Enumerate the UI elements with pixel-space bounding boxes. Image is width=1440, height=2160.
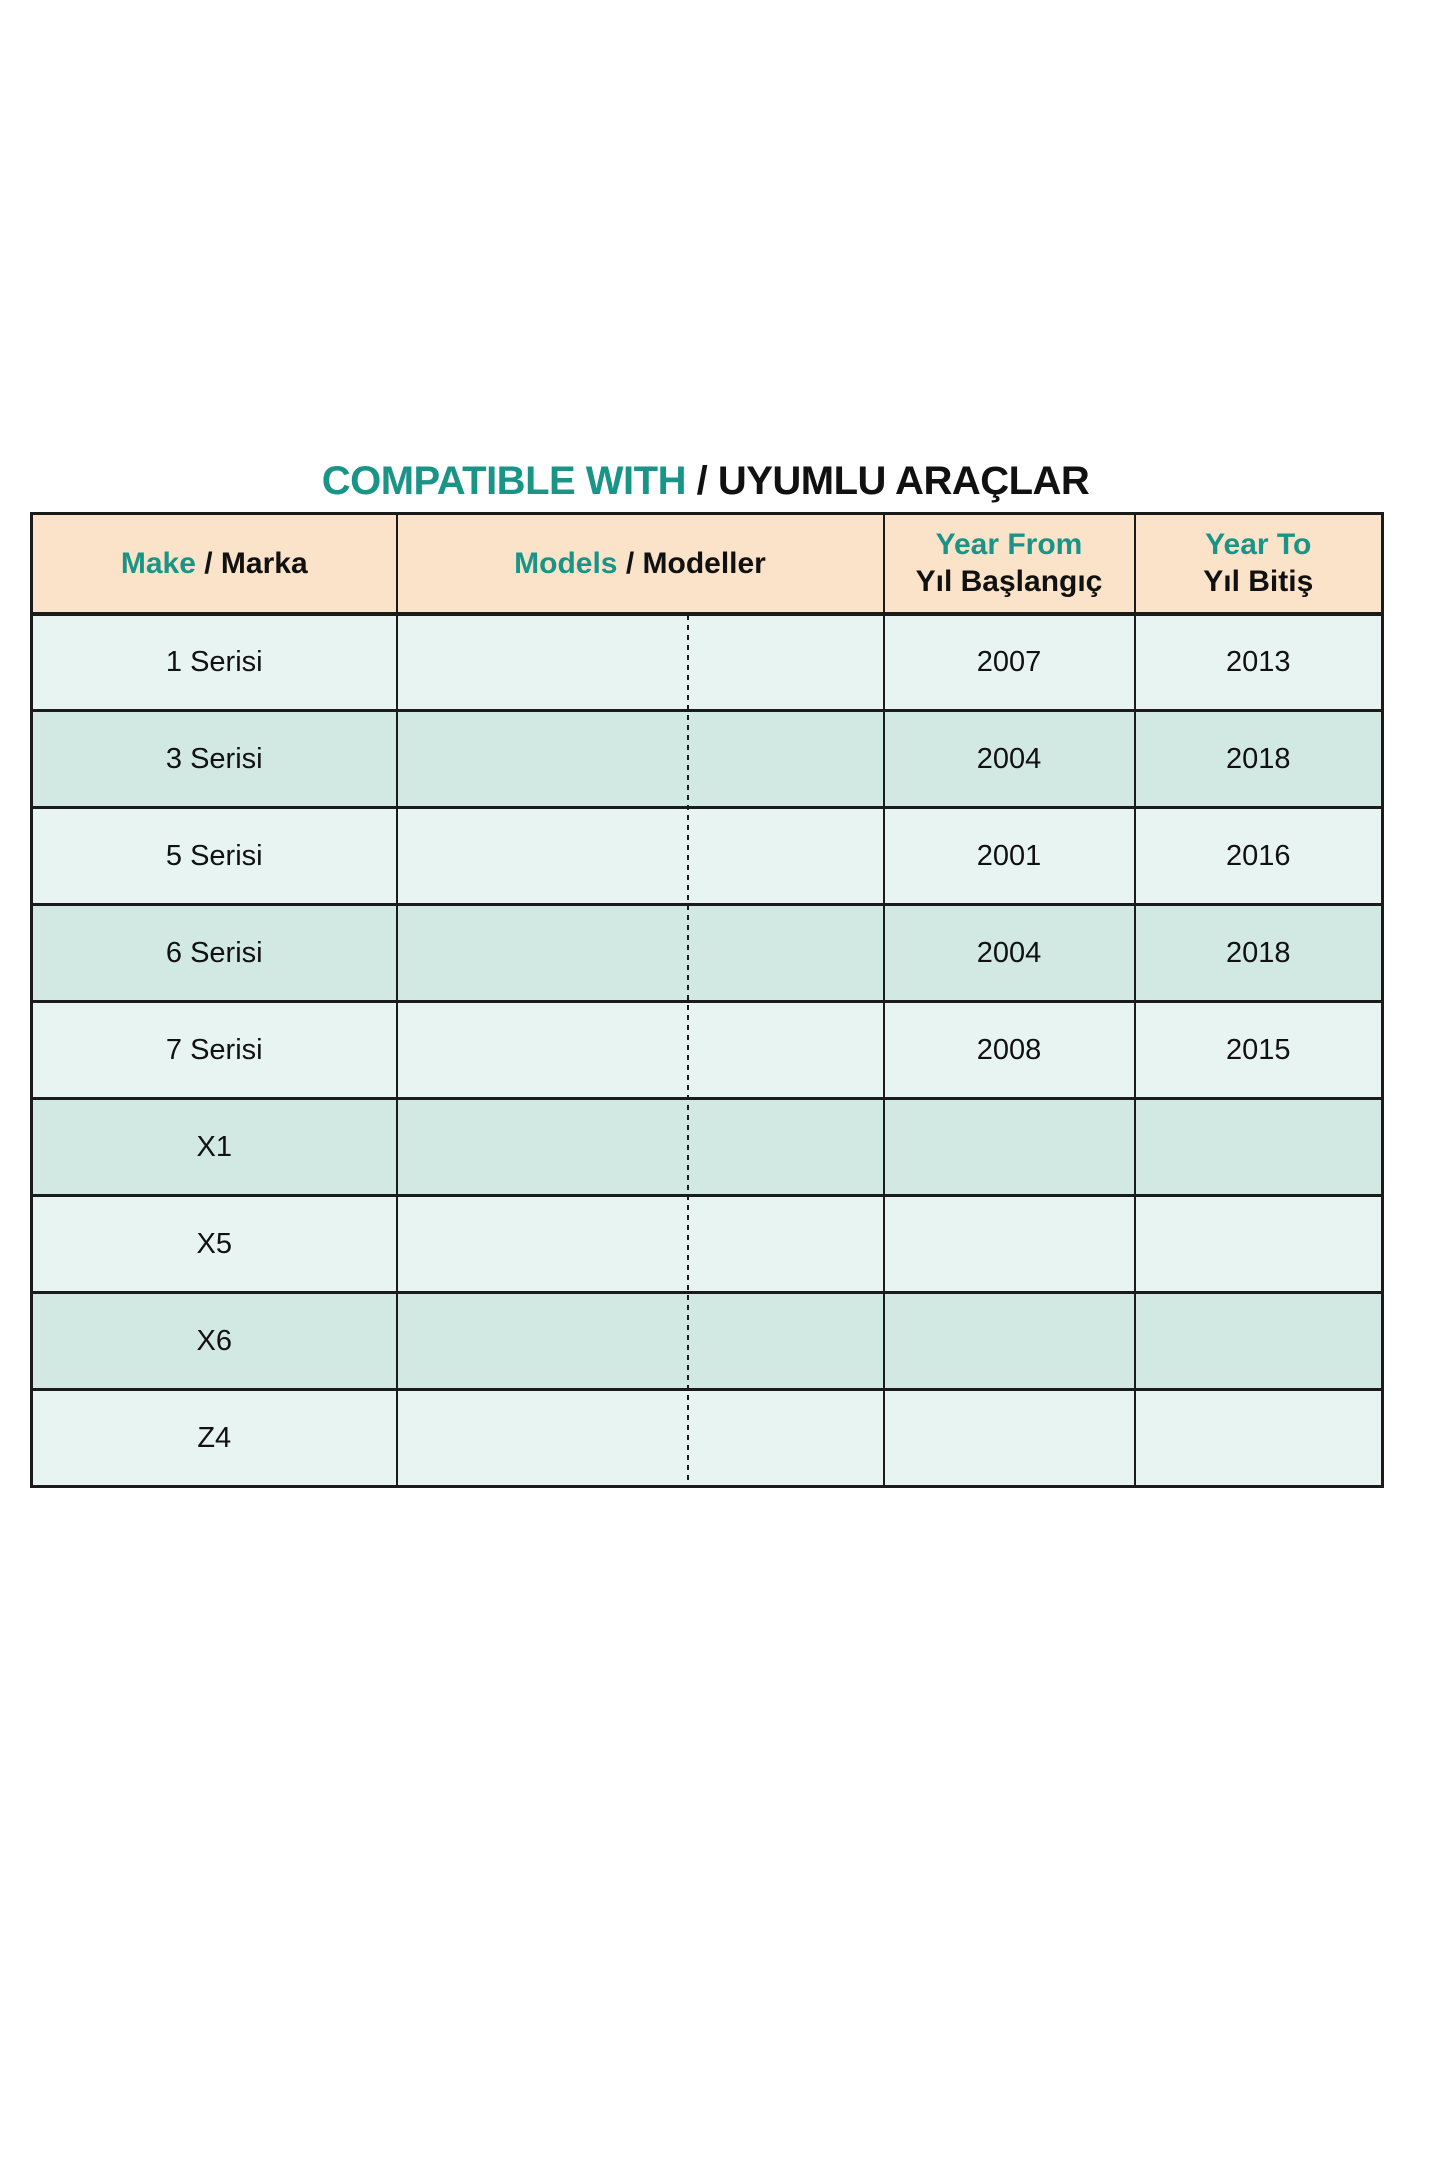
make-cell: X1 [30,1097,398,1197]
table-row: 1 Serisi 2007 2013 [30,612,1384,712]
make-cell: X6 [30,1291,398,1391]
year-from-cell [882,1388,1136,1488]
col-header-make-english: Make [120,546,196,580]
year-from-cell: 2004 [882,709,1136,809]
table-row: X5 [30,1194,1384,1294]
make-cell: 1 Serisi [30,612,398,712]
col-header-models-turkish: Modeller [642,546,766,580]
table-row: X1 [30,1097,1384,1197]
year-to-cell: 2013 [1133,612,1384,712]
col-header-models: Models / Modeller [395,512,885,616]
compatibility-table: Make / Marka Models / Modeller Year From… [30,512,1384,1488]
year-from-cell: 2008 [882,1000,1136,1100]
models-cell [395,1291,885,1391]
models-cell [395,1388,885,1488]
year-to-cell: 2016 [1133,806,1384,906]
year-to-cell [1133,1291,1384,1391]
col-header-year-to: Year To Yıl Bitiş [1133,512,1384,616]
year-to-cell [1133,1097,1384,1197]
col-header-year-to-turkish: Yıl Bitiş [1203,565,1314,599]
models-cell [395,806,885,906]
models-cell [395,1097,885,1197]
year-to-cell: 2015 [1133,1000,1384,1100]
year-from-cell [882,1194,1136,1294]
models-cell [395,1000,885,1100]
col-header-year-to-english: Year To [1205,528,1312,562]
make-cell: 6 Serisi [30,903,398,1003]
make-cell: 7 Serisi [30,1000,398,1100]
models-cell [395,612,885,712]
year-to-cell: 2018 [1133,903,1384,1003]
year-from-cell [882,1097,1136,1197]
col-header-make: Make / Marka [30,512,398,616]
year-to-cell: 2018 [1133,709,1384,809]
models-cell [395,903,885,1003]
table-row: X6 [30,1291,1384,1391]
col-header-make-separator: / [195,546,221,580]
page-title: COMPATIBLE WITH / UYUMLU ARAÇLAR [30,457,1381,505]
page-title-english: COMPATIBLE WITH [321,458,687,503]
year-from-cell: 2001 [882,806,1136,906]
table-row: 6 Serisi 2004 2018 [30,903,1384,1003]
table-header: Make / Marka Models / Modeller Year From… [30,512,1384,616]
make-cell: Z4 [30,1388,398,1488]
table-row: 7 Serisi 2008 2015 [30,1000,1384,1100]
models-cell [395,709,885,809]
year-from-cell [882,1291,1136,1391]
table-row: Z4 [30,1388,1384,1488]
year-from-cell: 2004 [882,903,1136,1003]
col-header-year-from-english: Year From [935,528,1083,562]
make-cell: X5 [30,1194,398,1294]
make-cell: 5 Serisi [30,806,398,906]
year-from-cell: 2007 [882,612,1136,712]
table-body: 1 Serisi 2007 2013 3 Serisi 2004 2018 5 … [30,612,1384,1488]
col-header-models-english: Models [514,546,618,580]
year-to-cell [1133,1388,1384,1488]
make-cell: 3 Serisi [30,709,398,809]
table-row: 3 Serisi 2004 2018 [30,709,1384,809]
col-header-year-from: Year From Yıl Başlangıç [882,512,1136,616]
models-cell [395,1194,885,1294]
year-to-cell [1133,1194,1384,1294]
page-title-turkish: UYUMLU ARAÇLAR [717,458,1090,503]
col-header-models-separator: / [617,546,643,580]
table-header-row: Make / Marka Models / Modeller Year From… [30,512,1384,616]
table-row: 5 Serisi 2001 2016 [30,806,1384,906]
col-header-year-from-turkish: Yıl Başlangıç [915,565,1103,599]
col-header-make-turkish: Marka [220,546,308,580]
page-title-separator: / [685,458,718,503]
